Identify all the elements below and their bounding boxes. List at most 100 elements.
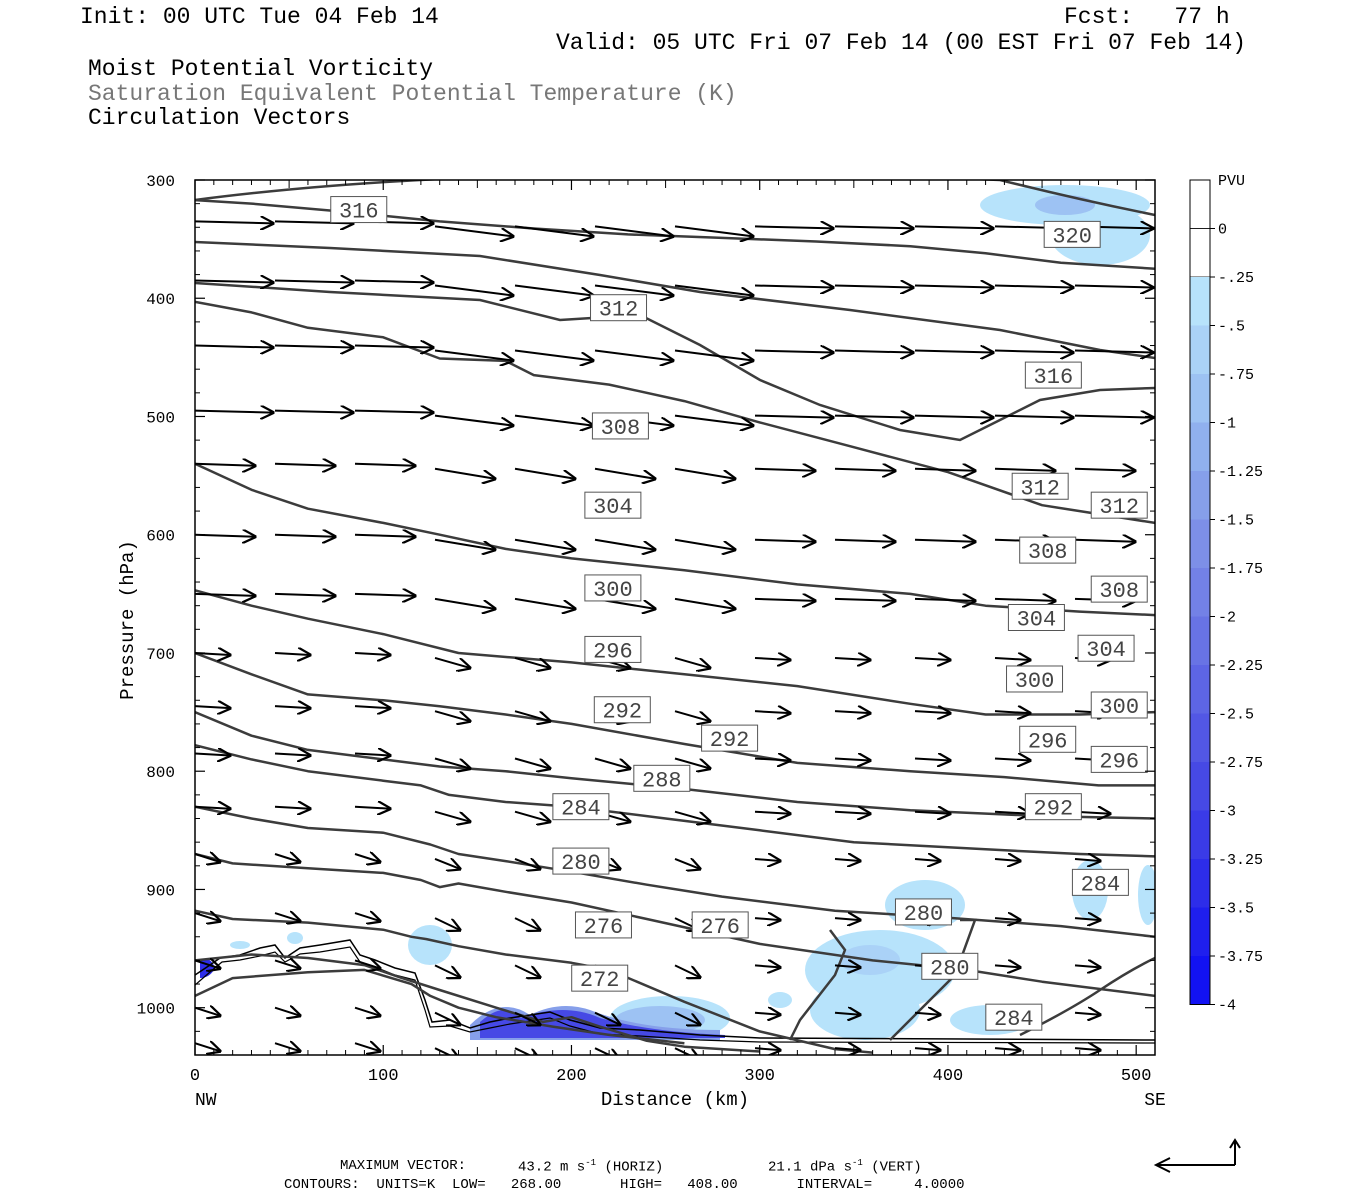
- vector-10-8: [834, 812, 870, 814]
- x-end-label-nw: NW: [195, 1091, 217, 1111]
- vector-2-4: [514, 349, 593, 361]
- vector-4-4: [514, 467, 575, 479]
- vector-7-2: [354, 653, 390, 655]
- vector-1-4: [514, 284, 593, 296]
- colorbar-label-6: -1.5: [1218, 513, 1254, 530]
- x-tick-label-500: 500: [1121, 1067, 1152, 1086]
- vector-14-2: [354, 1008, 380, 1016]
- contour-label-box-6: [1090, 491, 1148, 519]
- contour-label-box-18: [1019, 725, 1077, 753]
- contour-info: CONTOURS: UNITS=K LOW= 268.00 HIGH= 408.…: [284, 1177, 965, 1193]
- contour-label-18: 296: [1028, 729, 1068, 754]
- vector-5-3: [434, 538, 495, 550]
- vector-11-1: [274, 854, 300, 862]
- vector-13-0: [195, 960, 220, 968]
- contour-label-box-20: [633, 764, 691, 792]
- contour-label-box-30: [985, 1003, 1043, 1031]
- colorbar-label-11: -2.75: [1218, 755, 1263, 772]
- vector-1-5: [594, 284, 673, 296]
- vector-13-8: [834, 965, 860, 967]
- vector-14-0: [195, 1008, 220, 1016]
- vector-4-8: [834, 469, 895, 471]
- colorbar-swatch-1: [1189, 228, 1211, 278]
- colorbar-label-9: -2.25: [1218, 658, 1263, 675]
- vector-8-8: [834, 711, 870, 713]
- vector-15-3: [434, 1047, 460, 1055]
- vector-1-9: [914, 286, 993, 288]
- contour-308-2: [195, 462, 1155, 617]
- colorbar-swatch-3: [1190, 325, 1210, 374]
- vector-10-0: [195, 807, 230, 809]
- contour-276-10: [195, 953, 760, 1053]
- vector-4-6: [674, 467, 735, 479]
- y-tick-label-800: 800: [146, 764, 175, 782]
- vector-3-11: [1074, 416, 1153, 418]
- vector-8-9: [914, 711, 950, 713]
- vector-9-7: [754, 758, 790, 760]
- vector-10-7: [754, 812, 790, 814]
- x-end-label-se: SE: [1144, 1091, 1166, 1111]
- vector-13-2: [354, 960, 380, 968]
- vector-10-9: [914, 812, 950, 814]
- vector-5-1: [274, 535, 335, 537]
- vector-3-4: [514, 414, 593, 426]
- contour-label-5: 312: [1020, 476, 1060, 501]
- vector-4-11: [1074, 469, 1135, 471]
- vector-13-6: [674, 964, 700, 977]
- vector-5-2: [354, 535, 415, 537]
- vector-7-9: [914, 658, 950, 660]
- vector-3-3: [434, 414, 513, 426]
- vector-3-0: [195, 411, 273, 413]
- vector-2-7: [754, 351, 833, 353]
- vector-8-2: [354, 706, 390, 708]
- vector-4-9: [914, 469, 975, 471]
- vector-11-7: [754, 859, 780, 861]
- vector-3-1: [274, 411, 353, 413]
- colorbar-label-16: -4: [1218, 998, 1236, 1015]
- field-title-mpv: Moist Potential Vorticity: [88, 56, 434, 82]
- vector-9-6: [674, 757, 710, 768]
- vector-2-9: [914, 351, 993, 353]
- vector-6-8: [834, 599, 895, 601]
- colorbar-swatch-13: [1190, 810, 1210, 859]
- contour-label-3: 316: [1034, 365, 1074, 390]
- vector-5-5: [594, 538, 655, 550]
- y-tick-label-400: 400: [146, 291, 175, 309]
- vector-7-3: [434, 657, 470, 668]
- contour-labels: 316 320 312 316 308 312 312 304 308 300 308 304 296 3…: [330, 196, 1148, 1032]
- vector-13-3: [434, 964, 460, 977]
- vector-3-7: [754, 416, 833, 418]
- vector-8-3: [434, 710, 470, 721]
- vector-4-10: [994, 469, 1055, 471]
- contour-label-10: 308: [1099, 579, 1139, 604]
- vector-5-11: [1074, 540, 1135, 542]
- contour-label-28: 280: [930, 956, 970, 981]
- vector-6-9: [914, 599, 975, 601]
- contour-label-9: 300: [593, 578, 633, 603]
- contour-label-box-11: [1007, 604, 1065, 631]
- valid-time: Valid: 05 UTC Fri 07 Feb 14 (00 EST Fri …: [556, 30, 1247, 56]
- vector-9-1: [274, 753, 310, 755]
- vector-4-0: [195, 464, 255, 466]
- y-tick-label-1000: 1000: [137, 1001, 175, 1019]
- vector-2-0: [195, 346, 273, 348]
- vector-0-3: [434, 225, 513, 236]
- vector-11-11: [1074, 859, 1100, 861]
- contour-label-11: 304: [1017, 608, 1057, 633]
- vector-13-7: [754, 965, 780, 967]
- contour-272-11: [195, 968, 685, 1045]
- vector-15-8: [834, 1048, 860, 1050]
- vector-5-7: [754, 540, 815, 542]
- colorbar-swatch-10: [1190, 665, 1210, 714]
- vector-7-4: [514, 657, 550, 668]
- vector-1-0: [195, 281, 273, 283]
- vector-14-8: [834, 1013, 860, 1015]
- vector-1-1: [274, 281, 353, 283]
- contour-label-box-13: [1077, 634, 1135, 662]
- contour-label-19: 296: [1099, 749, 1139, 774]
- vector-13-4: [514, 964, 540, 977]
- vector-0-5: [594, 225, 673, 236]
- vector-1-6: [674, 284, 753, 296]
- contour-label-30: 284: [994, 1007, 1034, 1032]
